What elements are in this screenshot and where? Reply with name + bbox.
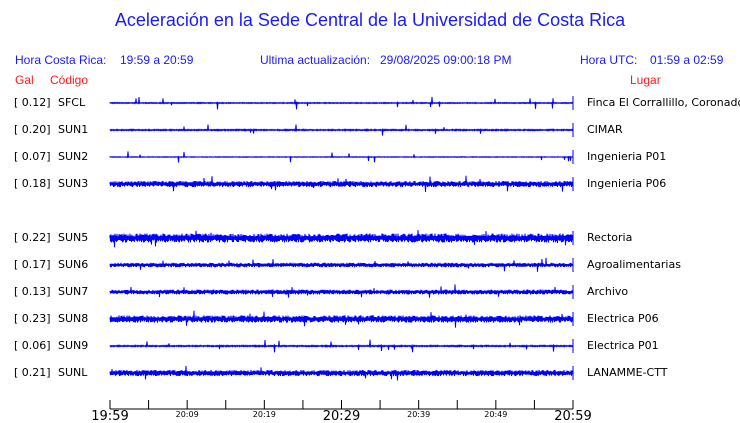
- utc-range: 01:59 a 02:59: [650, 53, 724, 67]
- station-gal: [ 0.13]: [14, 285, 51, 298]
- station-place: Archivo: [587, 285, 629, 298]
- update-label: Ultima actualización:: [260, 53, 371, 67]
- station-gal: [ 0.06]: [14, 339, 51, 352]
- x-tick-label: 20:09: [176, 410, 199, 419]
- station-place: LANAMME-CTT: [587, 366, 668, 379]
- station-gal: [ 0.21]: [14, 366, 51, 379]
- x-tick-label: 20:59: [554, 409, 591, 423]
- trace-sun8: [109, 310, 574, 328]
- station-gal: [ 0.17]: [14, 258, 51, 271]
- station-gal: [ 0.18]: [14, 177, 51, 190]
- station-code: SUN8: [58, 312, 89, 325]
- code-header: Código: [50, 73, 89, 87]
- station-code: SUN5: [58, 231, 89, 244]
- station-place: Agroalimentarias: [587, 258, 681, 271]
- trace-sunl: [109, 365, 574, 381]
- trace-sun7: [109, 284, 574, 298]
- update-value: 29/08/2025 09:00:18 PM: [380, 53, 512, 67]
- station-gal: [ 0.23]: [14, 312, 51, 325]
- station-gal: [ 0.07]: [14, 150, 51, 163]
- station-code: SUN6: [58, 258, 89, 271]
- station-place: Electrica P06: [587, 312, 659, 325]
- station-place: Ingenieria P06: [587, 177, 667, 190]
- gal-header: Gal: [15, 73, 34, 87]
- station-place: Electrica P01: [587, 339, 659, 352]
- station-gal: [ 0.22]: [14, 231, 51, 244]
- x-tick-label: 19:59: [91, 409, 128, 423]
- x-tick-label: 20:39: [407, 410, 430, 419]
- x-tick-label: 20:29: [323, 409, 360, 423]
- local-time-range: 19:59 a 20:59: [120, 53, 194, 67]
- station-gal: [ 0.20]: [14, 123, 51, 136]
- trace-sun3: [109, 175, 574, 193]
- station-place: Finca El Corrallillo, Coronado: [587, 96, 740, 109]
- place-header: Lugar: [630, 73, 661, 87]
- station-code: SUN9: [58, 339, 89, 352]
- trace-sun6: [109, 257, 574, 272]
- chart-title: Aceleración en la Sede Central de la Uni…: [114, 10, 626, 30]
- x-tick-label: 20:19: [253, 410, 276, 419]
- trace-sun1: [109, 124, 574, 136]
- trace-sun2: [109, 151, 574, 163]
- trace-sun9: [109, 339, 574, 353]
- trace-sun5: [109, 230, 574, 248]
- station-place: Rectoria: [587, 231, 633, 244]
- station-code: SUN7: [58, 285, 89, 298]
- trace-sfcl: [109, 96, 574, 110]
- x-tick-label: 20:49: [484, 410, 507, 419]
- station-gal: [ 0.12]: [14, 96, 51, 109]
- station-code: SUNL: [58, 366, 88, 379]
- station-code: SFCL: [58, 96, 86, 109]
- station-place: CIMAR: [587, 123, 623, 136]
- station-code: SUN2: [58, 150, 89, 163]
- station-place: Ingenieria P01: [587, 150, 667, 163]
- station-code: SUN3: [58, 177, 89, 190]
- local-time-label: Hora Costa Rica:: [15, 53, 107, 67]
- utc-label: Hora UTC:: [580, 53, 638, 67]
- station-code: SUN1: [58, 123, 89, 136]
